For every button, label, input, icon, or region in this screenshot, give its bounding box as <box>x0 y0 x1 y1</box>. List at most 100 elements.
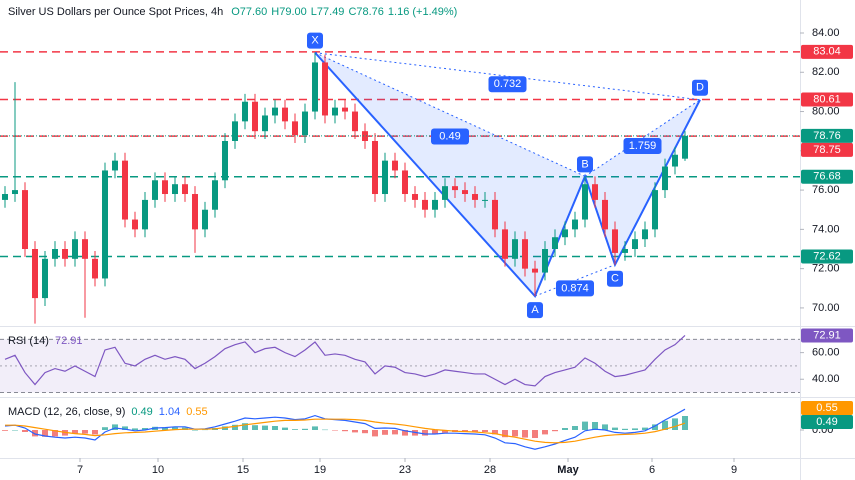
candle-body <box>662 166 668 191</box>
candle-body <box>452 186 458 191</box>
indicator-header: MACD (12, 26, close, 9) 0.49 1.04 0.55 <box>8 406 208 418</box>
candle-body <box>482 199 488 201</box>
candle-body <box>472 194 478 200</box>
histogram-bar <box>52 430 58 437</box>
price-label: 83.04 <box>813 46 841 58</box>
pattern-ratio-box <box>623 138 662 155</box>
histogram-bar <box>282 427 288 430</box>
histogram-bar <box>682 416 688 430</box>
pattern-ratio: 0.49 <box>439 130 460 142</box>
candle-body <box>102 170 108 279</box>
indicator-title: MACD (12, 26, close, 9) <box>8 406 125 418</box>
price-label-box <box>801 169 853 184</box>
quote: L77.49 <box>311 6 345 18</box>
candle-body <box>682 135 688 159</box>
candle-body <box>22 190 28 250</box>
histogram-bar <box>112 424 118 430</box>
candle-body <box>42 258 48 299</box>
price-label-box <box>801 328 853 343</box>
price-label: 0.55 <box>816 402 837 414</box>
price-label: 76.68 <box>813 171 841 183</box>
quote: O77.60 <box>231 6 267 18</box>
price-label-box <box>801 249 853 264</box>
indicator-pane <box>2 408 688 450</box>
candle-body <box>62 249 68 259</box>
x-tick-label: 10 <box>152 464 164 476</box>
histogram-bar <box>662 420 668 430</box>
quote: H79.00 <box>271 6 306 18</box>
histogram-bar <box>302 428 308 430</box>
histogram-bar <box>422 430 428 436</box>
y-tick-label: 76.00 <box>812 184 840 196</box>
price-label: 72.91 <box>813 329 841 341</box>
quote: C78.76 <box>348 6 383 18</box>
y-tick-label: 60.00 <box>812 347 840 359</box>
histogram-bar <box>242 423 248 430</box>
price-label-box <box>801 44 853 59</box>
candle-body <box>172 184 178 195</box>
indicator-pane <box>0 335 800 393</box>
indicator-value: 1.04 <box>159 406 180 418</box>
histogram-bar <box>572 426 578 430</box>
histogram-bar <box>522 430 528 438</box>
candle-body <box>242 101 248 122</box>
candle-body <box>292 121 298 136</box>
y-tick-label: 40.00 <box>812 373 840 385</box>
histogram-bar <box>12 430 18 431</box>
candle-body <box>2 194 8 200</box>
candle-body <box>522 239 528 269</box>
histogram-bar <box>42 430 48 437</box>
candle-body <box>632 239 638 250</box>
y-tick-label: 74.00 <box>812 223 840 235</box>
candle-body <box>272 107 278 116</box>
pattern-ratio-line <box>584 99 701 177</box>
candle-body <box>322 62 328 116</box>
candle-body <box>342 107 348 112</box>
price-label-box <box>801 128 853 143</box>
histogram-bar <box>622 428 628 430</box>
histogram-bar <box>262 425 268 430</box>
histogram-bar <box>672 418 678 430</box>
candle-body <box>232 121 238 141</box>
candle-body <box>182 184 188 195</box>
price-label-box <box>801 415 853 429</box>
pattern-point-box <box>692 79 708 96</box>
histogram-bar <box>632 428 638 430</box>
candle-body <box>302 111 308 136</box>
candle-body <box>192 194 198 230</box>
price-label-box <box>801 92 853 107</box>
candle-body <box>72 239 78 259</box>
candle-body <box>332 107 338 116</box>
candle-body <box>282 107 288 122</box>
histogram-bar <box>652 424 658 430</box>
histogram-bar <box>132 428 138 430</box>
indicator-value: 72.91 <box>55 335 83 347</box>
candle-body <box>592 184 598 200</box>
pattern-point-label: D <box>696 82 704 94</box>
candle-body <box>252 101 258 132</box>
candle-body <box>202 209 208 230</box>
histogram-bar <box>472 430 478 432</box>
histogram-bar <box>192 430 198 431</box>
candle-body <box>12 190 18 195</box>
candle-body <box>672 154 678 167</box>
histogram-bar <box>252 425 258 430</box>
x-tick-label: 9 <box>731 464 737 476</box>
pattern-ratio-line <box>534 264 616 297</box>
candle-body <box>162 180 168 195</box>
pattern-point-box <box>527 302 543 319</box>
histogram-bar <box>22 430 28 432</box>
candle-body <box>612 229 618 253</box>
histogram-bar <box>292 429 298 430</box>
candle-body <box>602 199 608 230</box>
histogram-bar <box>142 428 148 430</box>
histogram-bar <box>612 427 618 430</box>
y-tick-label: 70.00 <box>812 302 840 314</box>
x-tick-label: 15 <box>237 464 249 476</box>
pattern-point-label: A <box>531 304 539 316</box>
candle-body <box>112 160 118 171</box>
candle-body <box>442 186 448 200</box>
histogram-bar <box>232 424 238 430</box>
candle-body <box>412 194 418 200</box>
candle-body <box>372 140 378 195</box>
